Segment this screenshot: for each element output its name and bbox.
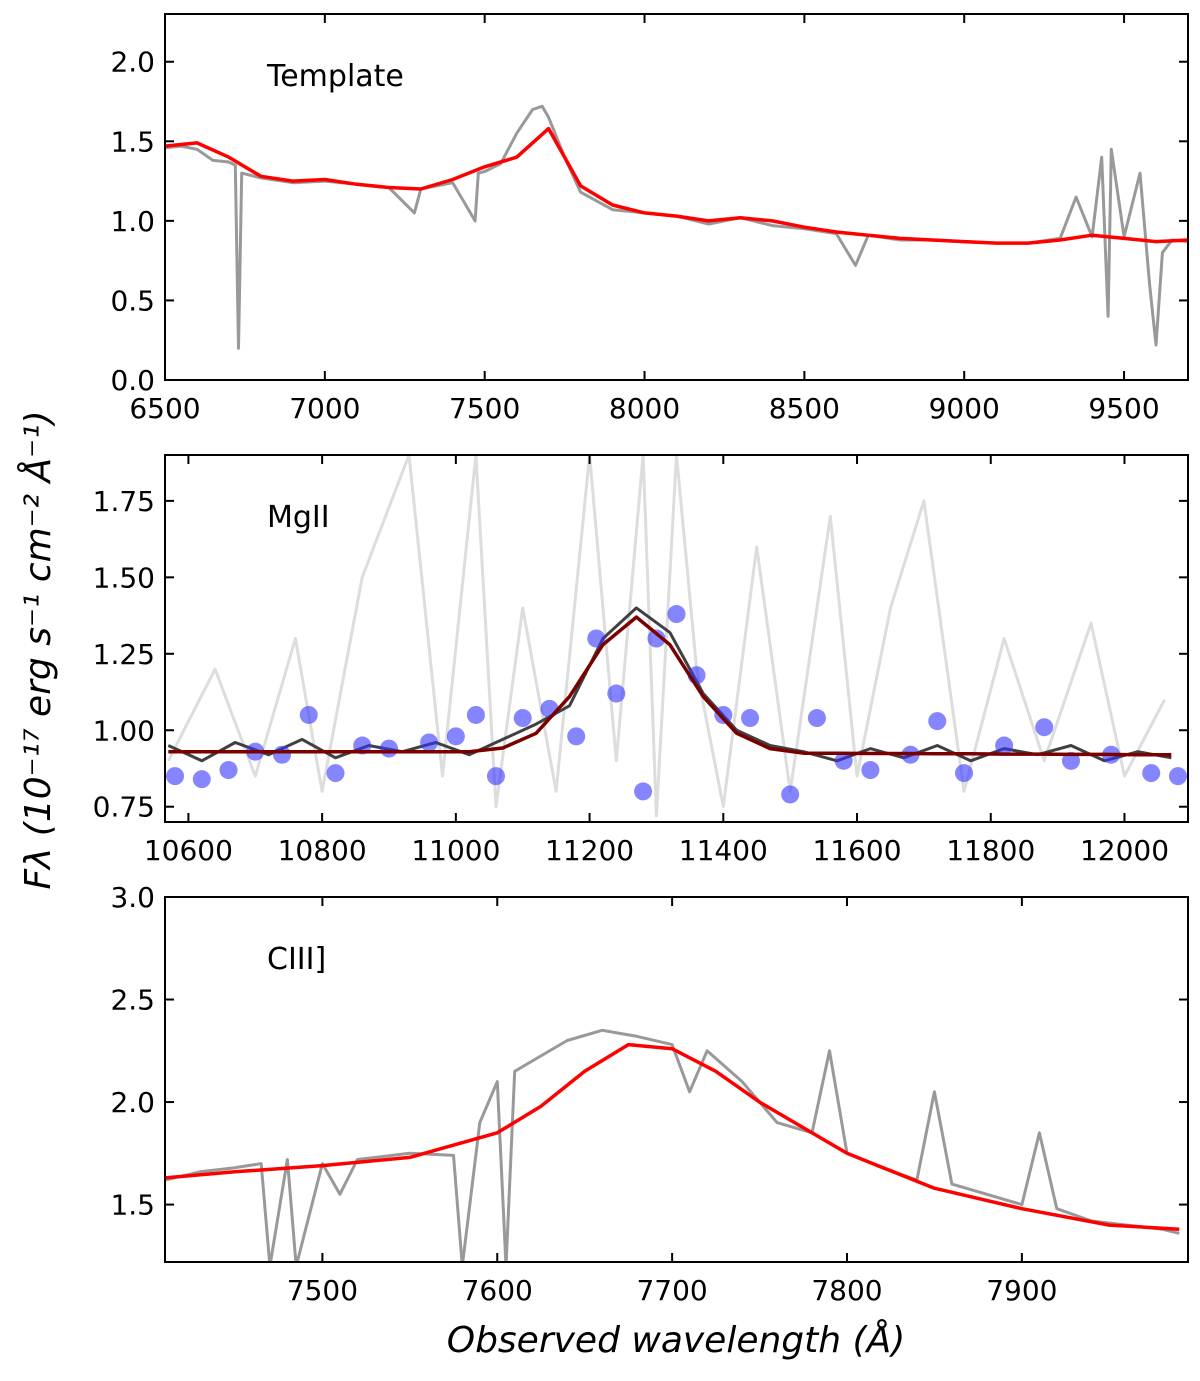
data-point <box>326 764 345 783</box>
data-point <box>647 629 666 648</box>
data-point <box>273 745 292 764</box>
spectrum-line <box>165 1028 1180 1262</box>
x-tick-label: 10600 <box>144 834 233 867</box>
data-point <box>955 764 974 783</box>
y-tick-label: 1.5 <box>110 125 155 158</box>
x-tick-label: 7800 <box>811 1274 882 1307</box>
y-tick-label: 1.50 <box>93 561 155 594</box>
data-point <box>1035 718 1054 737</box>
data-point <box>861 761 880 780</box>
y-tick-label: 0.75 <box>93 791 155 824</box>
spectrum-line <box>167 606 1172 763</box>
spectrum-line <box>165 104 1188 350</box>
data-point <box>741 709 760 728</box>
data-point <box>466 705 485 724</box>
x-tick-label: 12000 <box>1080 834 1169 867</box>
y-tick-label: 1.00 <box>93 714 155 747</box>
x-tick-label: 7500 <box>449 392 520 425</box>
y-tick-label: 1.5 <box>110 1189 155 1222</box>
axes-frame <box>164 454 1189 823</box>
x-tick-label: 11800 <box>946 834 1035 867</box>
data-point <box>446 727 465 746</box>
data-point <box>513 709 532 728</box>
data-point <box>667 605 686 624</box>
axes-frame <box>164 13 1189 381</box>
data-point <box>807 709 826 728</box>
x-tick-label: 7700 <box>636 1274 707 1307</box>
x-tick-label: 11200 <box>545 834 634 867</box>
y-tick-label: 2.5 <box>110 984 155 1017</box>
data-point <box>995 736 1014 755</box>
x-tick-label: 6500 <box>129 392 200 425</box>
x-tick-label: 7000 <box>289 392 360 425</box>
data-point <box>1168 767 1187 786</box>
x-tick-label: 8000 <box>609 392 680 425</box>
x-tick-label: 11000 <box>411 834 500 867</box>
x-tick-label: 8500 <box>769 392 840 425</box>
y-tick-label: 0.0 <box>110 364 155 397</box>
plot-area <box>166 455 1187 818</box>
x-tick-label: 10800 <box>278 834 367 867</box>
data-point <box>714 705 733 724</box>
plot-area <box>165 104 1188 350</box>
data-point <box>166 767 185 786</box>
y-tick-label: 1.25 <box>93 638 155 671</box>
spectrum-line <box>165 126 1188 245</box>
x-tick-label: 9500 <box>1088 392 1159 425</box>
x-tick-label: 7500 <box>287 1274 358 1307</box>
x-tick-label: 11400 <box>679 834 768 867</box>
y-tick-label: 2.0 <box>110 46 155 79</box>
plot-area <box>165 1028 1180 1262</box>
data-point <box>192 770 211 789</box>
panel-annotation: CIII] <box>267 942 326 977</box>
y-axis-label: Fλ (10⁻¹⁷ erg s⁻¹ cm⁻² Å⁻¹) <box>16 410 59 889</box>
data-point <box>634 782 653 801</box>
spectrum-line <box>166 455 1166 818</box>
x-axis-label: Observed wavelength (Å) <box>447 1318 906 1361</box>
panel-annotation: MgII <box>267 500 330 535</box>
x-tick-label: 7600 <box>462 1274 533 1307</box>
y-tick-label: 3.0 <box>110 881 155 914</box>
data-point <box>834 751 853 770</box>
y-tick-label: 1.0 <box>110 205 155 238</box>
spectrum-line <box>168 615 1172 757</box>
y-tick-label: 1.75 <box>93 485 155 518</box>
data-point <box>420 733 439 752</box>
data-point <box>587 629 606 648</box>
panel-annotation: Template <box>266 59 404 94</box>
data-point <box>1142 764 1161 783</box>
data-point <box>781 785 800 804</box>
data-point <box>379 739 398 758</box>
data-point <box>607 684 626 703</box>
y-tick-label: 0.5 <box>110 284 155 317</box>
data-point <box>486 767 505 786</box>
x-tick-label: 11600 <box>812 834 901 867</box>
data-point <box>1061 751 1080 770</box>
data-point <box>567 727 586 746</box>
data-point <box>219 761 238 780</box>
y-tick-label: 2.0 <box>110 1086 155 1119</box>
data-point <box>928 712 947 731</box>
axes-frame <box>164 896 1189 1263</box>
x-tick-label: 7900 <box>986 1274 1057 1307</box>
data-point <box>540 699 559 718</box>
spectrum-line <box>165 1042 1180 1231</box>
data-point <box>299 705 318 724</box>
x-tick-label: 9000 <box>929 392 1000 425</box>
